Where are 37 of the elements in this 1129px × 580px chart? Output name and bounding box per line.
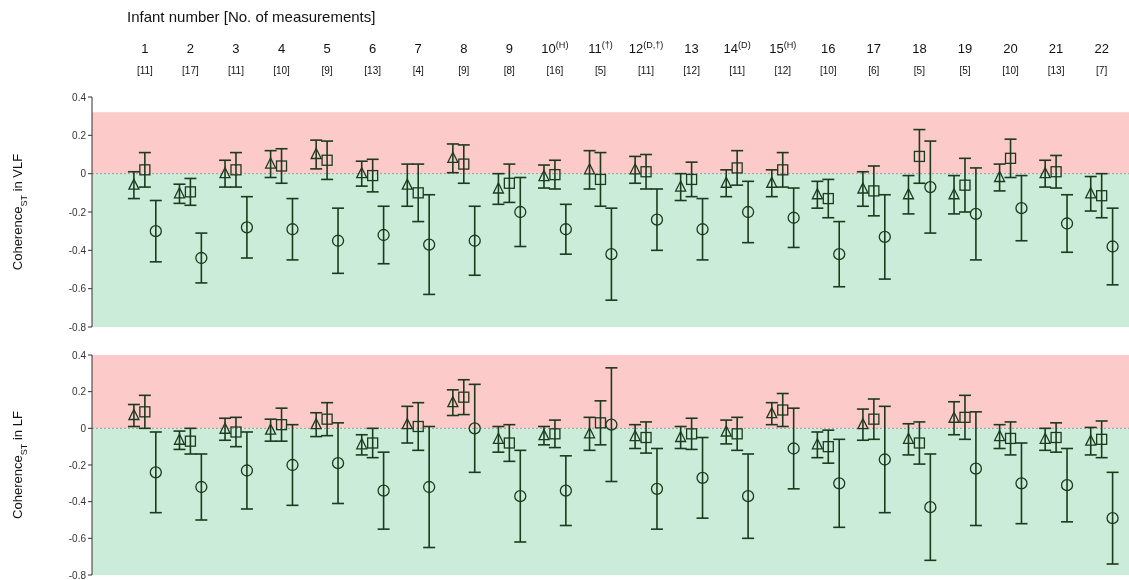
x-tick-label: 20 [10] [1002,41,1020,76]
y-tick-label: -0.4 [68,496,87,508]
y-tick-label: 0.2 [72,129,87,141]
x-tick-label: 9 [8] [503,41,516,76]
x-tick-label: 16 [10] [819,41,837,76]
y-tick-label: -0.8 [68,569,87,580]
x-tick-label: 3 [11] [228,41,245,76]
y-tick-label: 0 [80,168,87,180]
x-tick-label: 21 [13] [1047,41,1065,76]
y-tick-label: 0.4 [72,91,87,103]
x-tick-label: 22 [7] [1094,41,1109,76]
x-tick-label: 18 [5] [912,41,927,76]
x-tick-label: 8 [9] [458,41,470,76]
y-tick-label: -0.8 [68,321,87,333]
y-tick-label: -0.2 [68,459,87,471]
category-label: 11$^{(†)}$ [5] [588,40,613,76]
y-tick-label: 0 [80,422,87,434]
category-label: 10$^{(H)}$ [16] [541,40,569,76]
x-tick-label: 4 [10] [273,41,291,76]
y-tick-label: -0.6 [68,283,87,295]
y-tick-label: -0.6 [68,532,87,544]
x-tick-label: 2 [17] [182,41,199,76]
x-tick-label: 19 [5] [957,41,973,76]
x-tick-label: 5 [9] [321,41,333,76]
y-tick-label: -0.2 [68,206,87,218]
x-tick-label: 13 [12] [683,41,701,76]
y-tick-label: 0.4 [72,349,87,361]
x-tick-label: 1 [11] [136,41,154,76]
category-label: 12$^{(D,†)}$ [11] [628,40,664,76]
y-tick-label: -0.4 [68,244,87,256]
category-label: 14$^{(D)}$ [11] [723,40,751,76]
y-tick-label: 0.2 [72,386,87,398]
x-tick-label: 17 [6] [866,41,882,76]
x-tick-label: 6 [13] [364,41,382,76]
x-axis-title: Infant number [No. of measurements] [127,8,376,25]
x-tick-label: 7 [4] [412,41,424,76]
category-label: 15$^{(H)}$ [12] [769,40,797,76]
